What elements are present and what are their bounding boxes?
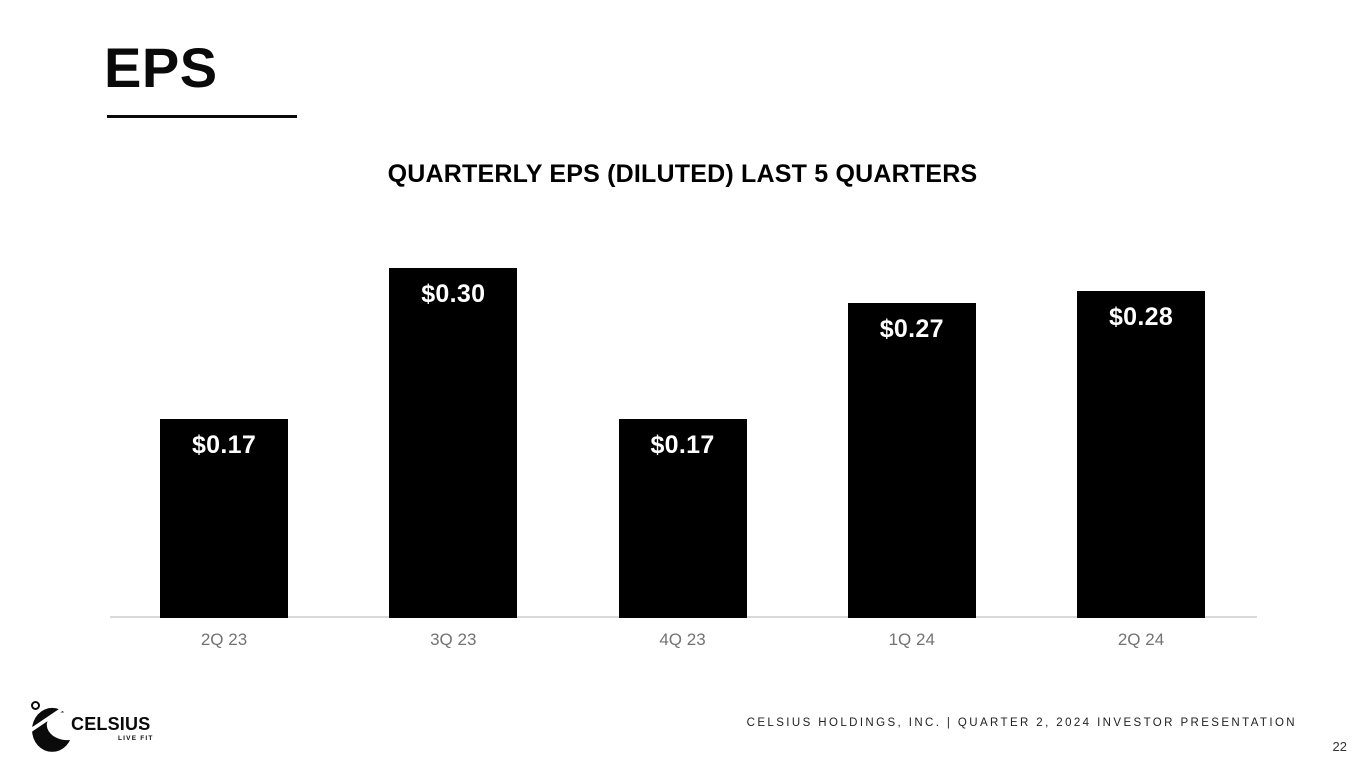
bar-2q-24: $0.28 xyxy=(1077,290,1205,618)
bar-3q-23: $0.30 xyxy=(389,267,518,618)
eps-bar-chart: $0.17 2Q 23 $0.30 3Q 23 $0.17 4Q 23 $0.27 1Q 24… xyxy=(110,250,1257,649)
x-axis-label: 4Q 23 xyxy=(659,630,706,649)
x-axis-label: 1Q 24 xyxy=(888,630,935,649)
title-underline xyxy=(107,115,297,118)
x-axis-label: 3Q 23 xyxy=(430,630,477,649)
logo-trademark-dot xyxy=(139,726,142,729)
bar-1q-24: $0.27 xyxy=(847,302,976,618)
bar-value-label: $0.27 xyxy=(879,314,944,343)
bar-4q-23: $0.17 xyxy=(618,419,747,618)
x-axis-label: 2Q 24 xyxy=(1117,630,1165,649)
celsius-logo: CELSIUS LIVE FIT xyxy=(28,697,152,759)
page-number: 22 xyxy=(1332,739,1347,754)
bar-value-label: $0.17 xyxy=(191,431,257,460)
logo-tagline-text: LIVE FIT xyxy=(118,735,154,742)
footer-text: CELSIUS HOLDINGS, INC. | QUARTER 2, 2024… xyxy=(746,717,1297,729)
logo-brand-text: CELSIUS xyxy=(71,714,151,734)
bar-value-label: $0.17 xyxy=(650,431,715,460)
bar-value-label: $0.28 xyxy=(1108,302,1174,331)
bar-value-label: $0.30 xyxy=(421,279,486,308)
bar-2q-23: $0.17 xyxy=(160,419,288,618)
degree-icon xyxy=(31,701,40,710)
celsius-c-icon xyxy=(32,707,73,752)
chart-title: QUARTERLY EPS (DILUTED) LAST 5 QUARTERS xyxy=(387,160,978,188)
page-title: EPS xyxy=(104,36,218,99)
x-axis-label: 2Q 23 xyxy=(200,630,248,649)
